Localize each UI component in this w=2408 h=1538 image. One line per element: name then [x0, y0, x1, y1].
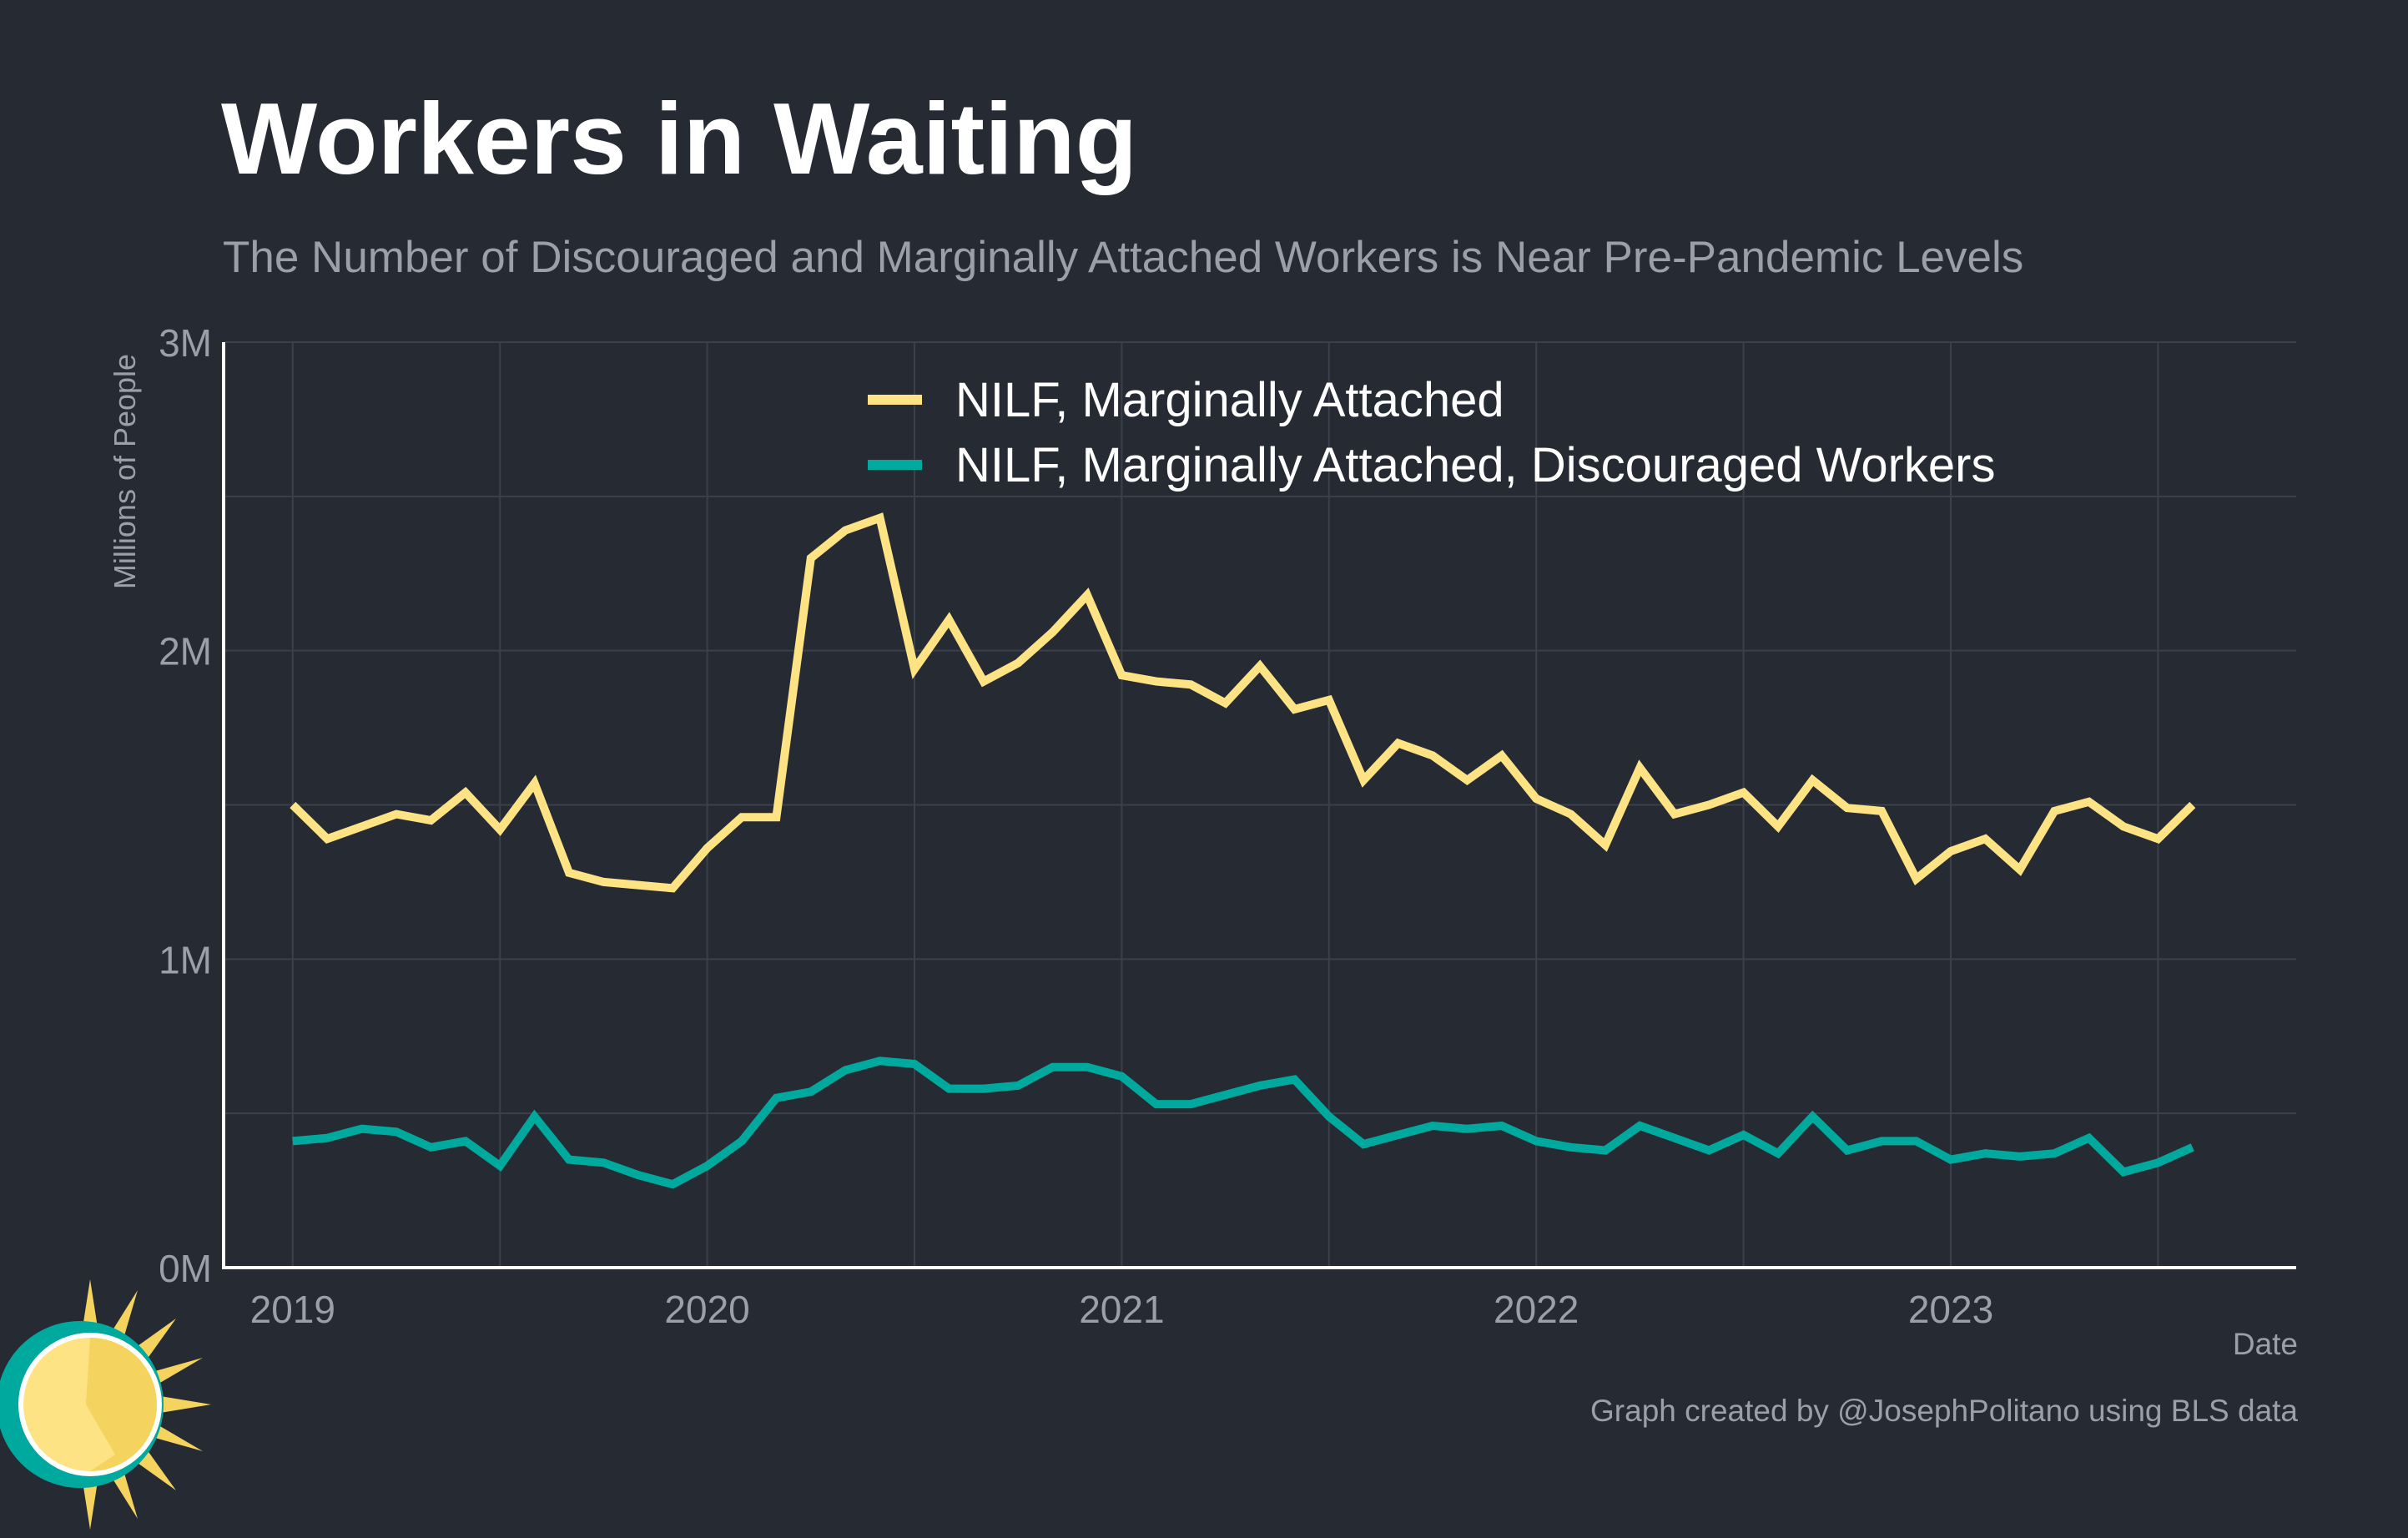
y-tick-label: 3M	[159, 321, 212, 365]
tick-labels: 0M 1M 2M 3M 2019 2020 2021 2022 2023	[159, 321, 1993, 1331]
chart-title: Workers in Waiting	[221, 82, 1138, 195]
chart-subtitle: The Number of Discouraged and Marginally…	[223, 233, 2024, 282]
source-credit: Graph created by @JosephPolitano using B…	[1590, 1394, 2298, 1428]
series-lines	[290, 512, 2196, 1189]
x-tick-label: 2022	[1494, 1288, 1579, 1331]
x-tick-label: 2023	[1908, 1288, 1993, 1331]
legend-swatch-discouraged-workers	[868, 460, 922, 470]
legend-label-discouraged-workers: NILF, Marginally Attached, Discouraged W…	[955, 437, 1996, 492]
legend-item-discouraged-workers: NILF, Marginally Attached, Discouraged W…	[868, 432, 1995, 497]
y-tick-label: 2M	[159, 630, 212, 673]
series-line-0	[290, 512, 2196, 893]
legend-label-marginally-attached: NILF, Marginally Attached	[955, 372, 1504, 427]
y-tick-label: 0M	[159, 1247, 212, 1290]
series-line-1	[292, 1056, 2194, 1189]
x-tick-label: 2019	[250, 1288, 335, 1331]
axes	[222, 342, 2296, 1269]
legend-item-marginally-attached: NILF, Marginally Attached	[868, 367, 1995, 432]
legend-swatch-marginally-attached	[868, 395, 922, 405]
x-axis-label: Date	[2232, 1327, 2298, 1361]
x-tick-label: 2020	[664, 1288, 749, 1331]
sun-logo-icon	[0, 1279, 211, 1530]
legend: NILF, Marginally Attached NILF, Marginal…	[868, 367, 1995, 497]
y-tick-label: 1M	[159, 938, 212, 981]
x-tick-label: 2021	[1079, 1288, 1164, 1331]
